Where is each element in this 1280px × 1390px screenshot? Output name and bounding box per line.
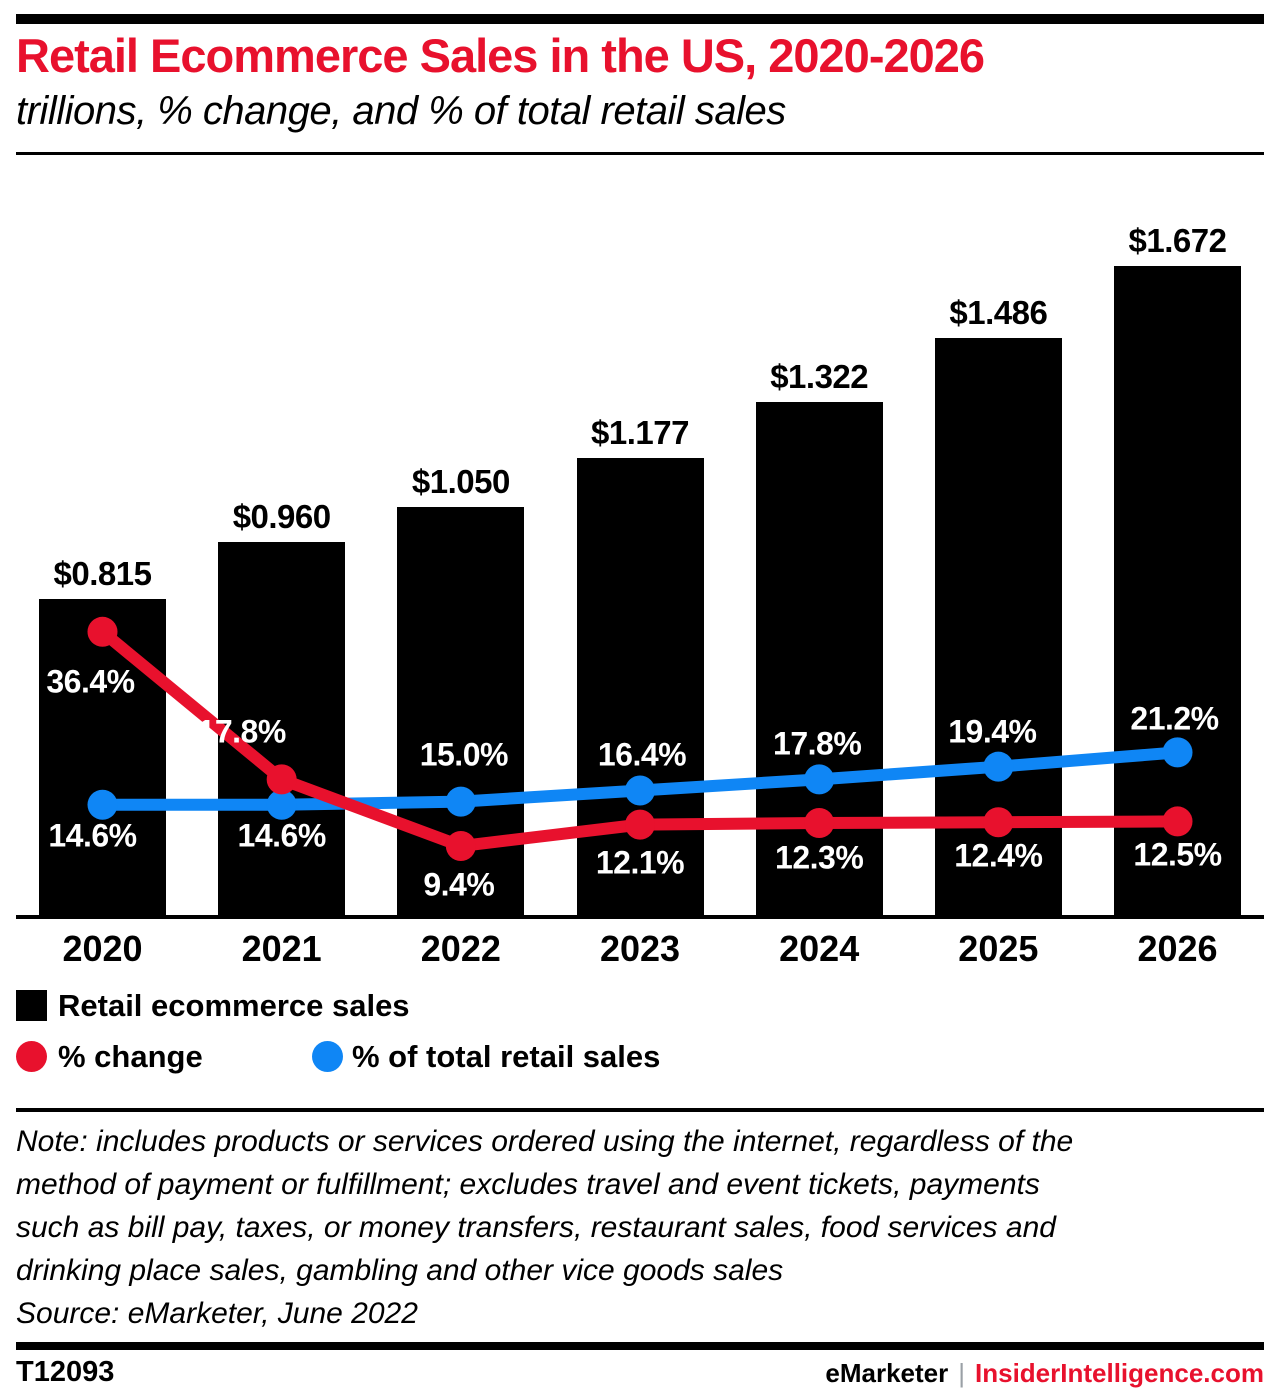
legend-dot-percent-change [16, 1041, 47, 1072]
legend-label-percent-change: % change [58, 1039, 203, 1074]
legend-dot-percent-of-total-retail-sales [312, 1041, 343, 1072]
x-axis-label-2021: 2021 [241, 928, 322, 969]
x-axis-label-2023: 2023 [599, 928, 681, 969]
chart-id: T12093 [16, 1356, 115, 1388]
x-axis-label-2024: 2024 [779, 928, 860, 969]
x-axis-label-2020: 2020 [62, 928, 143, 969]
note-block: Note: includes products or services orde… [16, 1120, 1264, 1335]
note-line: method of payment or fulfillment; exclud… [16, 1168, 1040, 1201]
percent-label-red-2023: 12.1% [595, 844, 685, 881]
note-divider [16, 1108, 1264, 1112]
note-line: such as bill pay, taxes, or money transf… [16, 1211, 1056, 1244]
bar-value-label-2025: $1.486 [949, 294, 1048, 332]
chart-title: Retail Ecommerce Sales in the US, 2020-2… [16, 29, 985, 82]
x-axis-label-2022: 2022 [420, 928, 501, 969]
bar-value-label-2020: $0.815 [53, 554, 152, 592]
percent-label-red-2024: 12.3% [775, 839, 864, 876]
x-axis-line [16, 915, 1264, 919]
bar-value-label-2022: $1.050 [411, 463, 510, 501]
source-line: Source: eMarketer, June 2022 [16, 1297, 418, 1330]
legend-label-retail-ecommerce-sales: Retail ecommerce sales [58, 988, 410, 1023]
percent-label-blue-2025: 19.4% [948, 713, 1037, 750]
bar-value-label-2021: $0.960 [232, 498, 331, 536]
percent-label-blue-2020: 14.6% [48, 817, 137, 854]
brand-separator: | [958, 1358, 966, 1388]
bar-value-label-2024: $1.322 [770, 357, 869, 395]
footer-brand: eMarketer | InsiderIntelligence.com [825, 1358, 1264, 1389]
top-accent-bar [16, 14, 1264, 24]
brand-emarketer: eMarketer [825, 1358, 949, 1388]
percent-label-red-2020: 36.4% [46, 663, 135, 700]
percent-label-red-2025: 12.4% [954, 837, 1043, 874]
note-line: Note: includes products or services orde… [16, 1125, 1074, 1158]
percent-label-blue-2026: 21.2% [1130, 700, 1219, 737]
x-axis-label-2025: 2025 [958, 928, 1039, 969]
percent-label-red-2026: 12.5% [1133, 836, 1222, 873]
brand-insider-intelligence: InsiderIntelligence.com [975, 1358, 1264, 1388]
legend-swatch-retail-ecommerce-sales [16, 990, 47, 1021]
percent-label-blue-2024: 17.8% [773, 725, 862, 762]
footer-accent-bar [16, 1342, 1264, 1350]
percent-label-blue-2021: 14.6% [237, 817, 327, 854]
percent-label-red-2022: 9.4% [423, 866, 495, 903]
legend-label-percent-of-total-retail-sales: % of total retail sales [352, 1039, 661, 1074]
percent-label-red-2021: 17.8% [197, 713, 287, 750]
chart-subtitle: trillions, % change, and % of total reta… [16, 89, 786, 133]
percent-label-blue-2023: 16.4% [597, 736, 687, 773]
note-line: drinking place sales, gambling and other… [16, 1254, 784, 1287]
percent-label-blue-2022: 15.0% [419, 736, 509, 773]
bar-value-label-2023: $1.177 [591, 414, 689, 452]
bar-value-label-2026: $1.672 [1128, 221, 1227, 259]
title-divider [16, 152, 1264, 155]
x-axis-label-2026: 2026 [1137, 928, 1218, 969]
